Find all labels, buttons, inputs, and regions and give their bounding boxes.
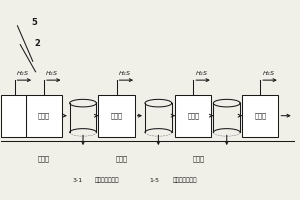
Bar [98, 95, 135, 137]
Text: 3-1: 3-1 [72, 178, 82, 183]
Text: $H_2S$: $H_2S$ [195, 70, 208, 78]
Text: 发酵液: 发酵液 [38, 155, 50, 162]
Text: 1-5: 1-5 [149, 178, 159, 183]
Text: 沉淠液: 沉淠液 [110, 112, 122, 119]
Bar [242, 95, 278, 137]
Bar [1, 95, 26, 137]
Text: 沉淠液: 沉淠液 [254, 112, 266, 119]
Text: 金属确化物沉淀: 金属确化物沉淀 [94, 178, 119, 183]
Text: 沉淠液: 沉淠液 [187, 112, 199, 119]
Text: 发酵液: 发酵液 [116, 155, 128, 162]
Text: 沉淠液: 沉淠液 [38, 112, 50, 119]
Bar [175, 95, 212, 137]
Text: $H_2S$: $H_2S$ [118, 70, 131, 78]
Text: 全部确化物沉淀: 全部确化物沉淀 [172, 178, 197, 183]
Text: $H_2S$: $H_2S$ [45, 70, 59, 78]
Text: 2: 2 [34, 39, 40, 48]
Bar [26, 95, 62, 137]
Text: $H_2S$: $H_2S$ [16, 70, 29, 78]
Text: $H_2S$: $H_2S$ [262, 70, 275, 78]
Text: 5: 5 [32, 18, 38, 27]
Text: 发酵液: 发酵液 [193, 155, 205, 162]
